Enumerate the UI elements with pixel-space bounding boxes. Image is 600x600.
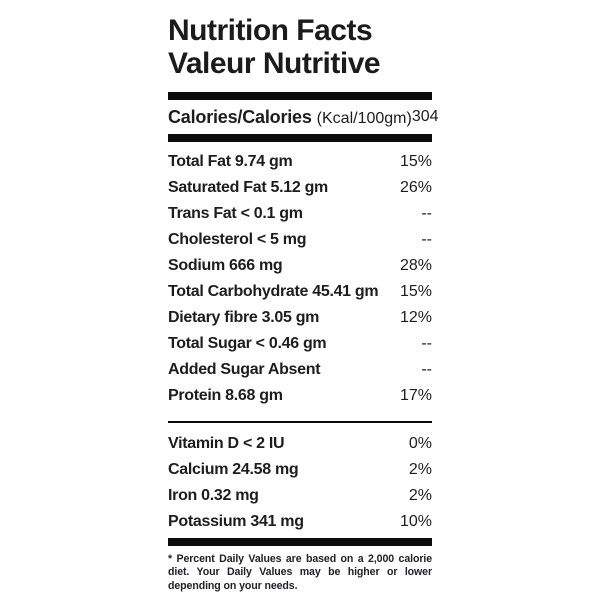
nutrient-dv: 0%	[408, 435, 432, 452]
panel-title: Nutrition Facts Valeur Nutritive	[168, 14, 432, 80]
nutrient-label: Total Fat 9.74 gm	[168, 153, 293, 170]
nutrient-label: Dietary fibre 3.05 gm	[168, 309, 320, 326]
nutrient-row-saturated-fat: Saturated Fat 5.12 gm 26%	[168, 175, 432, 201]
thin-divider	[168, 421, 432, 423]
nutrient-label: Total Carbohydrate 45.41 gm	[168, 283, 379, 300]
calories-row: Calories/Calories (Kcal/100gm) 304	[168, 100, 439, 134]
nutrient-row-total-fat: Total Fat 9.74 gm 15%	[168, 149, 432, 175]
nutrient-label: Added Sugar Absent	[168, 361, 321, 378]
title-english: Nutrition Facts	[168, 14, 373, 47]
nutrient-dv: 10%	[399, 513, 432, 530]
nutrient-row-total-carbohydrate: Total Carbohydrate 45.41 gm 15%	[168, 279, 432, 305]
nutrient-label: Sodium 666 mg	[168, 257, 283, 274]
nutrient-dv: 28%	[399, 257, 432, 274]
nutrient-dv: 2%	[408, 487, 432, 504]
nutrient-dv: 15%	[399, 153, 432, 170]
nutrient-dv: --	[421, 205, 432, 222]
nutrient-label: Calcium 24.58 mg	[168, 461, 299, 478]
micronutrient-row-calcium: Calcium 24.58 mg 2%	[168, 457, 432, 483]
nutrient-row-dietary-fibre: Dietary fibre 3.05 gm 12%	[168, 305, 432, 331]
micronutrient-row-potassium: Potassium 341 mg 10%	[168, 509, 432, 535]
nutrient-dv: 15%	[399, 283, 432, 300]
nutrient-row-sodium: Sodium 666 mg 28%	[168, 253, 432, 279]
micronutrient-row-vitamin-d: Vitamin D < 2 IU 0%	[168, 431, 432, 457]
nutrient-label: Protein 8.68 gm	[168, 387, 283, 404]
thick-divider-top	[168, 92, 432, 100]
nutrient-row-trans-fat: Trans Fat < 0.1 gm --	[168, 201, 432, 227]
nutrient-rows: Total Fat 9.74 gm 15% Saturated Fat 5.12…	[168, 142, 432, 409]
nutrient-label: Cholesterol < 5 mg	[168, 231, 307, 248]
nutrient-dv: --	[421, 361, 432, 378]
nutrient-row-protein: Protein 8.68 gm 17%	[168, 383, 432, 409]
nutrient-label: Trans Fat < 0.1 gm	[168, 205, 303, 222]
nutrient-row-cholesterol: Cholesterol < 5 mg --	[168, 227, 432, 253]
thick-divider-bottom	[168, 538, 432, 546]
nutrient-label: Saturated Fat 5.12 gm	[168, 179, 328, 196]
nutrient-label: Vitamin D < 2 IU	[168, 435, 285, 452]
micronutrient-rows: Vitamin D < 2 IU 0% Calcium 24.58 mg 2% …	[168, 423, 432, 535]
nutrient-row-total-sugar: Total Sugar < 0.46 gm --	[168, 331, 432, 357]
nutrient-dv: --	[421, 231, 432, 248]
micronutrient-row-iron: Iron 0.32 mg 2%	[168, 483, 432, 509]
nutrient-label: Potassium 341 mg	[168, 513, 304, 530]
title-french: Valeur Nutritive	[168, 47, 381, 80]
calories-label-group: Calories/Calories (Kcal/100gm)	[168, 107, 412, 128]
calories-label: Calories/Calories	[168, 106, 312, 127]
calories-unit: (Kcal/100gm)	[316, 109, 412, 127]
nutrient-dv: 2%	[408, 461, 432, 478]
nutrient-dv: 12%	[399, 309, 432, 326]
nutrient-label: Iron 0.32 mg	[168, 487, 259, 504]
calories-value: 304	[411, 108, 439, 125]
daily-values-footnote: * Percent Daily Values are based on a 2,…	[168, 553, 432, 592]
nutrient-dv: 17%	[399, 387, 432, 404]
nutrition-facts-panel: Nutrition Facts Valeur Nutritive Calorie…	[168, 0, 439, 593]
nutrient-row-added-sugar: Added Sugar Absent --	[168, 357, 432, 383]
nutrient-label: Total Sugar < 0.46 gm	[168, 335, 327, 352]
thick-divider-calories	[168, 134, 432, 142]
nutrient-dv: 26%	[399, 179, 432, 196]
nutrient-dv: --	[421, 335, 432, 352]
